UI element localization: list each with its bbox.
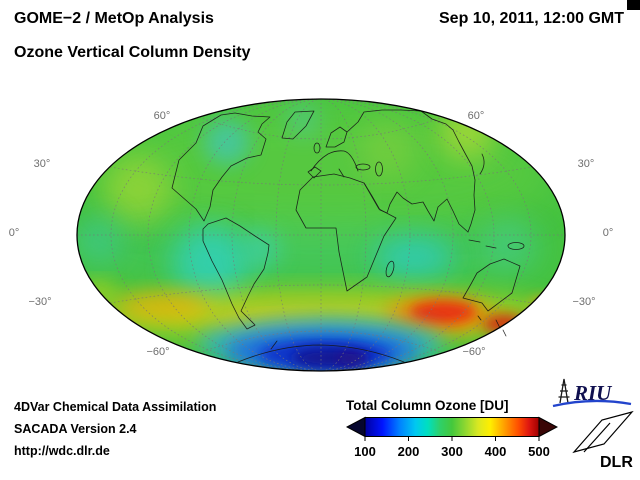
footer-url-label: http://wdc.dlr.de <box>14 444 110 458</box>
coastlines <box>171 109 525 363</box>
corner-mark <box>627 0 640 10</box>
dlr-logo: DLR <box>572 410 634 470</box>
colorbar-tick-300: 300 <box>441 444 463 459</box>
graticule <box>77 98 565 372</box>
lat-label-right-60n: 60° <box>467 110 485 122</box>
footer-assimilation-label: 4DVar Chemical Data Assimilation <box>14 400 217 414</box>
riu-logo: RIU <box>552 378 632 408</box>
antarctic-ozone-hole <box>197 316 445 371</box>
lat-label-right-60s: −60° <box>462 346 486 358</box>
lat-label-left-60s: −60° <box>146 346 170 358</box>
page-subtitle: Ozone Vertical Column Density <box>14 44 251 61</box>
lat-label-right-30n: 30° <box>577 158 595 170</box>
colorbar-gradient <box>364 417 540 437</box>
colorbar-title: Total Column Ozone [DU] <box>346 398 509 413</box>
lat-label-right-30s: −30° <box>572 296 596 308</box>
riu-tower-icon <box>558 378 570 404</box>
lat-label-left-30n: 30° <box>33 158 51 170</box>
colorbar-overflow-arrow <box>538 416 558 438</box>
lat-label-left-0: 0° <box>8 227 20 239</box>
colorbar-underflow-arrow <box>346 416 366 438</box>
colorbar-tick-100: 100 <box>354 444 376 459</box>
lat-label-left-60n: 60° <box>153 110 171 122</box>
footer-version-label: SACADA Version 2.4 <box>14 422 137 436</box>
colorbar <box>346 416 558 441</box>
colorbar-tick-500: 500 <box>528 444 550 459</box>
colorbar-tick-200: 200 <box>397 444 420 459</box>
dlr-logo-text: DLR <box>600 454 633 470</box>
riu-swoosh <box>552 399 632 408</box>
colorbar-tick-400: 400 <box>484 444 507 459</box>
timestamp: Sep 10, 2011, 12:00 GMT <box>439 10 624 27</box>
map-outline <box>76 98 566 372</box>
colorbar-tick-marks <box>364 436 540 441</box>
dlr-wing-icon <box>572 410 634 454</box>
lat-label-right-0: 0° <box>602 227 614 239</box>
page-title: GOME−2 / MetOp Analysis <box>14 10 214 27</box>
lat-label-left-30s: −30° <box>28 296 52 308</box>
